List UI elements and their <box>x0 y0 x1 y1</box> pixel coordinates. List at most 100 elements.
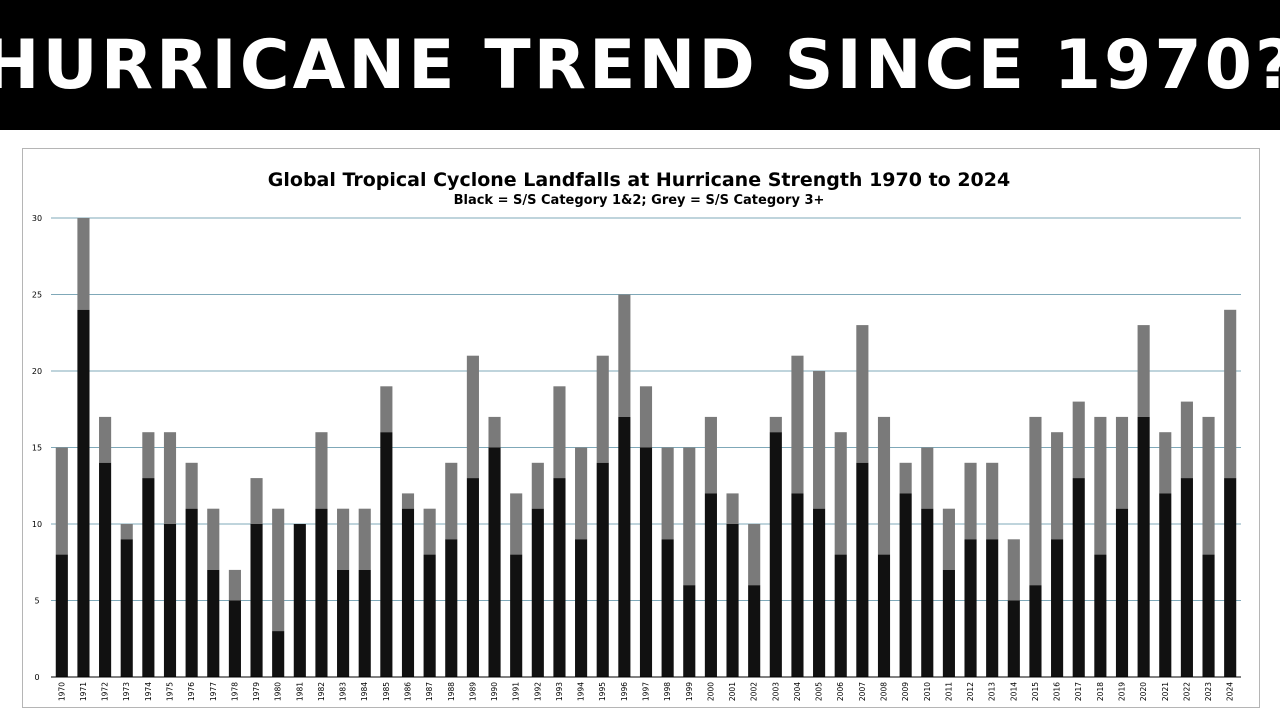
bar-cat3plus-2022 <box>1180 401 1193 479</box>
bar-cat3plus-2018 <box>1094 416 1107 555</box>
x-tick-label-2016: 2016 <box>1053 682 1062 701</box>
x-tick-label-2018: 2018 <box>1096 682 1105 701</box>
x-tick-label-2024: 2024 <box>1226 682 1235 701</box>
x-tick-label-2020: 2020 <box>1139 682 1148 701</box>
bar-cat3plus-2008 <box>877 416 891 555</box>
x-tick-label-1988: 1988 <box>447 682 456 701</box>
bar-cat12-2022 <box>1180 478 1193 677</box>
bar-cat3plus-1970 <box>55 447 68 555</box>
bar-cat12-2007 <box>856 462 869 677</box>
headline-text: HURRICANE TREND SINCE 1970? <box>0 25 1280 105</box>
bar-cat3plus-1991 <box>510 493 523 555</box>
chart-subtitle: Black = S/S Category 1&2; Grey = S/S Cat… <box>454 193 825 208</box>
x-tick-label-1996: 1996 <box>620 682 629 701</box>
bar-cat3plus-2010 <box>921 447 934 509</box>
bar-cat12-1985 <box>380 432 393 677</box>
y-tick-label-20: 20 <box>32 367 42 376</box>
bar-cat12-1997 <box>639 447 653 677</box>
bar-cat12-1971 <box>77 309 90 677</box>
bar-cat12-2017 <box>1072 478 1085 677</box>
bar-cat12-2012 <box>964 539 977 677</box>
bar-cat12-1994 <box>575 539 588 677</box>
x-tick-label-2021: 2021 <box>1161 682 1170 701</box>
bar-cat12-2006 <box>834 554 847 677</box>
bar-cat12-1995 <box>596 462 609 677</box>
x-tick-label-2023: 2023 <box>1204 682 1213 701</box>
bar-cat12-2013 <box>986 539 999 677</box>
bar-cat3plus-1986 <box>401 493 415 509</box>
bar-cat12-1992 <box>531 508 544 677</box>
x-tick-label-1973: 1973 <box>122 682 131 701</box>
bar-cat3plus-1978 <box>228 569 241 601</box>
bar-cat12-2024 <box>1224 478 1237 677</box>
x-tick-label-2022: 2022 <box>1182 682 1191 701</box>
bar-cat12-1984 <box>358 569 371 677</box>
x-tick-label-1991: 1991 <box>512 682 521 701</box>
bar-cat3plus-1973 <box>120 524 133 540</box>
bar-cat3plus-2020 <box>1137 325 1150 417</box>
x-tick-label-2013: 2013 <box>988 682 997 701</box>
chart-title: Global Tropical Cyclone Landfalls at Hur… <box>268 169 1010 191</box>
bar-cat3plus-1994 <box>575 447 588 540</box>
bar-cat12-1975 <box>163 524 177 677</box>
x-tick-label-1978: 1978 <box>230 682 239 701</box>
y-tick-label-15: 15 <box>32 444 42 453</box>
x-tick-label-1972: 1972 <box>101 682 110 701</box>
y-tick-label-0: 0 <box>34 673 39 682</box>
bar-cat3plus-2019 <box>1115 416 1129 509</box>
y-tick-label-30: 30 <box>32 214 42 223</box>
bar-cat12-1998 <box>661 539 674 677</box>
bar-cat12-1983 <box>337 569 350 677</box>
x-tick-label-2007: 2007 <box>858 682 867 701</box>
x-tick-label-1994: 1994 <box>577 682 586 701</box>
bar-cat3plus-2014 <box>1007 539 1020 601</box>
bar-cat3plus-1997 <box>639 386 653 448</box>
bar-cat12-1977 <box>207 569 220 677</box>
bar-cat12-1988 <box>445 539 458 677</box>
bar-cat3plus-1982 <box>315 432 328 509</box>
bar-cat12-1987 <box>423 554 436 677</box>
bar-cat3plus-2007 <box>856 325 869 463</box>
bar-cat3plus-1977 <box>207 508 220 570</box>
bar-cat12-1974 <box>142 478 155 677</box>
bar-cat12-1982 <box>315 508 328 677</box>
x-tick-label-1977: 1977 <box>209 682 218 701</box>
x-tick-label-1993: 1993 <box>555 682 564 701</box>
bar-cat12-1980 <box>272 631 285 677</box>
x-tick-label-2000: 2000 <box>706 682 715 701</box>
bar-cat12-2023 <box>1202 554 1215 677</box>
bar-cat12-1990 <box>488 447 501 677</box>
x-tick-label-1986: 1986 <box>404 682 413 701</box>
bar-cat3plus-1976 <box>185 462 198 509</box>
x-tick-label-1971: 1971 <box>79 682 88 701</box>
bar-cat3plus-1995 <box>596 355 609 463</box>
bar-cat3plus-1998 <box>661 447 674 540</box>
bar-cat12-1970 <box>55 554 68 677</box>
bar-cat3plus-2023 <box>1202 416 1215 555</box>
bar-cat12-2002 <box>748 585 761 677</box>
x-tick-label-1998: 1998 <box>663 682 672 701</box>
bar-cat3plus-2015 <box>1029 416 1042 586</box>
bar-cat3plus-1992 <box>531 462 544 509</box>
x-tick-label-2004: 2004 <box>793 682 802 701</box>
hurricane-landfalls-chart: Global Tropical Cyclone Landfalls at Hur… <box>32 169 1241 701</box>
x-tick-label-2009: 2009 <box>901 682 910 701</box>
x-tick-label-1976: 1976 <box>187 682 196 701</box>
bar-cat3plus-2005 <box>813 371 826 509</box>
bar-cat3plus-2016 <box>1051 432 1064 540</box>
bar-cat3plus-2001 <box>726 493 739 524</box>
bar-cat3plus-1999 <box>683 447 696 586</box>
bar-cat12-2016 <box>1051 539 1064 677</box>
x-tick-label-2014: 2014 <box>1009 682 1018 701</box>
bar-cat12-2000 <box>704 493 717 677</box>
x-tick-label-2010: 2010 <box>923 682 932 701</box>
bar-cat12-2014 <box>1007 600 1020 677</box>
bar-cat12-2021 <box>1159 493 1172 677</box>
x-tick-label-1987: 1987 <box>425 682 434 701</box>
bar-cat12-1986 <box>401 508 415 677</box>
bar-cat3plus-2002 <box>748 524 761 586</box>
bar-cat3plus-1988 <box>445 462 458 540</box>
x-tick-label-2008: 2008 <box>880 682 889 701</box>
bar-cat3plus-1971 <box>77 218 90 310</box>
bar-cat12-1989 <box>466 478 479 677</box>
